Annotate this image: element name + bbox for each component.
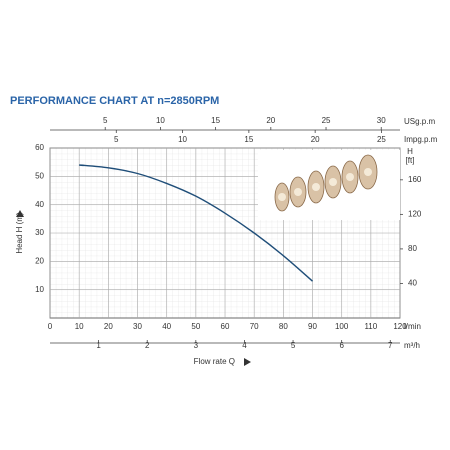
y2-axis-title: [ft] [406,156,415,165]
y2-tick-label: 160 [408,175,422,184]
x4-tick-label: 20 [311,135,320,144]
x4-tick-label: 10 [178,135,187,144]
x3-unit: USg.p.m [404,117,435,126]
x-unit: l/min [404,322,421,331]
x-tick-label: 70 [250,322,259,331]
x3-tick-label: 20 [266,116,275,125]
x2-unit: m³/h [404,341,420,350]
x-tick-label: 110 [364,322,377,331]
x3-tick-label: 10 [156,116,165,125]
arrow [16,210,24,217]
x2-tick-label: 7 [388,341,393,350]
y2-tick-label: 80 [408,244,417,253]
pump-photo [258,150,400,220]
x2-tick-label: 2 [145,341,150,350]
x3-tick-label: 5 [103,116,108,125]
x-tick-label: 10 [75,322,84,331]
x-tick-label: 60 [221,322,230,331]
x3-tick-label: 15 [211,116,220,125]
x-tick-label: 50 [191,322,200,331]
chart-title: PERFORMANCE CHART AT n=2850RPM [10,95,219,107]
x2-tick-label: 6 [339,341,344,350]
x4-tick-label: 25 [377,135,386,144]
x2-tick-label: 1 [96,341,101,350]
y-tick-label: 60 [35,143,44,152]
x3-tick-label: 25 [322,116,331,125]
x-tick-label: 90 [308,322,317,331]
x2-tick-label: 3 [194,341,199,350]
x-axis-title: Flow rate Q [194,357,235,366]
x2-tick-label: 5 [291,341,296,350]
y2-tick-label: 120 [408,209,422,218]
y-tick-label: 20 [35,256,44,265]
y2-tick-label: 40 [408,279,417,288]
x4-tick-label: 15 [244,135,253,144]
x-tick-label: 40 [162,322,171,331]
x2-tick-label: 4 [242,341,247,350]
x-tick-label: 0 [48,322,53,331]
x4-tick-label: 5 [114,135,119,144]
y-tick-label: 50 [35,171,44,180]
x3-tick-label: 30 [377,116,386,125]
y2-axis-title: H [407,147,413,156]
y-axis-title: Head H (m) [15,212,24,254]
x-tick-label: 20 [104,322,113,331]
curve [79,164,313,282]
x4-unit: Impg.p.m [404,135,438,144]
x-tick-label: 30 [133,322,142,331]
y-tick-label: 30 [35,228,44,237]
y-tick-label: 40 [35,200,44,209]
x-tick-label: 100 [335,322,349,331]
arrow [244,358,251,366]
x-tick-label: 120 [393,322,407,331]
x-tick-label: 80 [279,322,288,331]
y-tick-label: 10 [35,285,44,294]
